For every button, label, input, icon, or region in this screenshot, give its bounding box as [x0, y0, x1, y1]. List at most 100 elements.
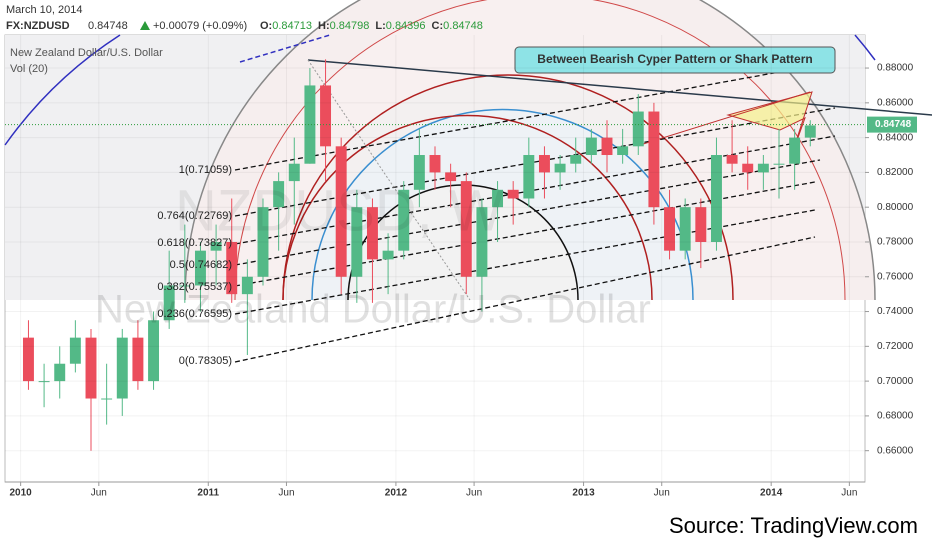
x-tick-label: 2010 — [10, 488, 33, 499]
retrace-line — [307, 59, 471, 301]
y-tick-label: 0.66000 — [877, 445, 914, 456]
ohlc-value: 0.84713 — [272, 20, 312, 32]
candle-body — [54, 363, 66, 382]
candle-body — [398, 189, 410, 251]
x-tick-label: 2013 — [572, 488, 595, 499]
x-tick-label: Jun — [841, 488, 857, 499]
candle-body — [726, 155, 738, 164]
candle-body — [163, 285, 175, 321]
fib-label: 0(0.78305) — [179, 355, 232, 367]
candle-body — [523, 155, 535, 199]
trend-line — [307, 59, 932, 116]
ohlc-label: C: — [432, 20, 444, 32]
ohlc-label: L: — [375, 20, 385, 32]
ohlc-label: O: — [260, 20, 272, 32]
candle-body — [789, 137, 801, 164]
ohlc-value: 0.84798 — [330, 20, 370, 32]
candle-body — [757, 163, 769, 173]
candle-body — [570, 155, 582, 164]
candle-body — [507, 189, 519, 199]
last-price-label: 0.84748 — [875, 119, 912, 130]
y-tick-label: 0.74000 — [877, 306, 914, 317]
candle-body — [116, 337, 128, 399]
candle-body — [241, 276, 253, 295]
x-tick-label: Jun — [91, 488, 107, 499]
annotation-box — [514, 46, 836, 74]
symbol: FX:NZDUSD — [6, 20, 70, 32]
y-tick-label: 0.80000 — [877, 202, 914, 213]
x-tick-label: 2014 — [760, 488, 783, 499]
candle-body — [413, 155, 425, 190]
header-price: 0.84748 — [88, 20, 128, 32]
fib-line — [234, 135, 836, 245]
arc — [4, 34, 121, 146]
y-tick-label: 0.72000 — [877, 341, 914, 352]
candle-body — [288, 163, 300, 182]
candle-body — [194, 250, 206, 286]
fib-line — [234, 61, 836, 171]
candle-body — [101, 398, 113, 400]
last-price-tag — [867, 116, 917, 133]
candle-body — [742, 163, 754, 173]
candle-body — [257, 207, 269, 277]
x-tick-label: 2011 — [197, 488, 219, 499]
x-tick-label: Jun — [654, 488, 670, 499]
y-tick-label: 0.70000 — [877, 376, 914, 387]
candle-body — [429, 155, 441, 173]
fib-label: 0.5(0.74682) — [170, 259, 232, 271]
candle-body — [445, 172, 457, 182]
date: March 10, 2014 — [6, 4, 82, 16]
candle-body — [320, 85, 332, 147]
y-tick-label: 0.86000 — [877, 97, 914, 108]
pattern-line — [639, 91, 811, 146]
candle-body — [476, 207, 488, 277]
arc — [282, 114, 653, 301]
candle-body — [664, 207, 676, 251]
candle-body — [22, 337, 34, 382]
annotation: Between Bearish Cyper Pattern or Shark P… — [537, 52, 812, 66]
fib-label: 0.764(0.72769) — [157, 210, 232, 222]
x-tick-label: Jun — [466, 488, 482, 499]
candle-body — [304, 85, 316, 164]
candle-body — [679, 207, 691, 251]
candle-body — [351, 207, 363, 277]
candle-body — [382, 250, 394, 260]
candle-body — [648, 111, 660, 208]
candles — [22, 59, 816, 451]
watermark: NZDUSD, W — [175, 178, 504, 243]
arc — [854, 34, 876, 61]
drawings — [4, 0, 932, 363]
x-tick-label: Jun — [278, 488, 294, 499]
candle-body — [804, 125, 816, 138]
header-change: +0.00079 (+0.09%) — [153, 20, 247, 32]
fib-label: 0.236(0.76595) — [157, 308, 232, 320]
candle-body — [617, 146, 629, 156]
candle-body — [585, 137, 597, 156]
candle-body — [695, 207, 707, 242]
candle-body — [335, 146, 347, 277]
y-tick-label: 0.82000 — [877, 167, 914, 178]
candle-body — [210, 241, 222, 251]
fib-label: 0.382(0.75537) — [157, 281, 232, 293]
y-tick-label: 0.78000 — [877, 237, 914, 248]
fib-line — [234, 159, 821, 266]
candle-body — [710, 155, 722, 242]
candle-body — [632, 111, 644, 147]
candle-body — [273, 181, 285, 208]
y-tick-label: 0.84000 — [877, 132, 914, 143]
legend-volume: Vol (20) — [10, 63, 48, 75]
candle-body — [366, 207, 378, 260]
y-tick-label: 0.68000 — [877, 411, 914, 422]
source: Source: TradingView.com — [669, 513, 918, 538]
legend-name: New Zealand Dollar/U.S. Dollar — [10, 47, 163, 59]
ohlc-value: 0.84396 — [386, 20, 426, 32]
candle-body — [492, 189, 504, 208]
watermark: New Zealand Dollar/U.S. Dollar — [95, 288, 651, 332]
candle-body — [38, 381, 50, 383]
x-tick-label: 2012 — [385, 488, 408, 499]
candle-body — [460, 181, 472, 277]
candle-body — [601, 137, 613, 156]
ohlc-value: 0.84748 — [443, 20, 483, 32]
candle-body — [226, 241, 238, 295]
candle-body — [69, 337, 81, 364]
